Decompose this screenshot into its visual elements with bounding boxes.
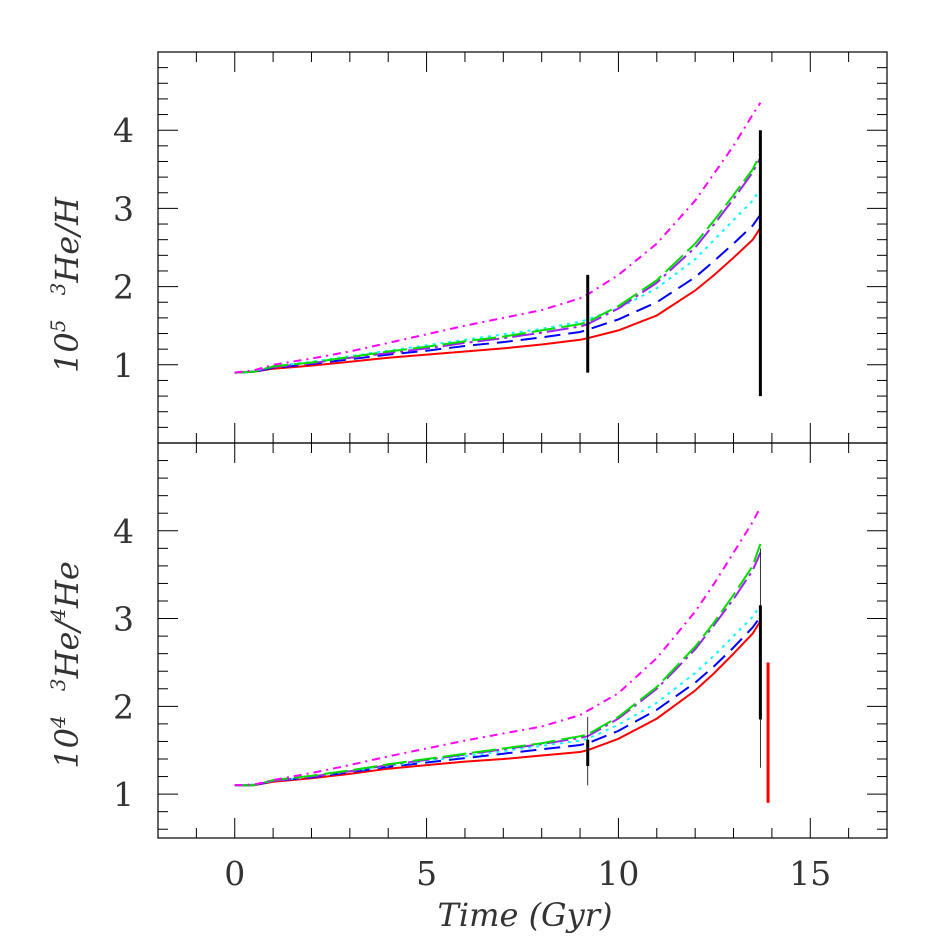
bottom-y-tick-label: 2	[113, 687, 134, 726]
top-series-magenta-dot-dash	[234, 102, 762, 374]
top-series-purple-long-dash-dot	[234, 157, 762, 374]
top-series-green-long-dash	[234, 153, 762, 374]
top-y-tick-label: 3	[113, 189, 134, 228]
top-plot-frame	[157, 51, 888, 444]
x-tick-label: 15	[789, 854, 831, 893]
bottom-y-tick-label: 3	[113, 600, 134, 639]
bottom-y-tick-label: 4	[113, 512, 134, 551]
bottom-series-magenta-dot-dash	[234, 506, 762, 787]
x-axis-title: Time (Gyr)	[438, 896, 613, 934]
x-tick-label: 10	[597, 854, 639, 893]
bottom-y-axis-title: 104 3He/4He	[46, 561, 86, 769]
bottom-series-red-solid	[234, 620, 762, 787]
top-y-axis-title: 105 3He/H	[46, 196, 86, 373]
bottom-series-purple-long-dash-dot	[234, 552, 762, 787]
x-axis: 0 5 10 15	[224, 854, 831, 893]
bottom-plot-frame	[157, 442, 888, 839]
bottom-series-green-long-dash	[234, 543, 762, 787]
bottom-panel: 1 2 3 4	[113, 442, 888, 839]
x-tick-label: 5	[416, 854, 437, 893]
bottom-series-cyan-dotted	[234, 604, 762, 787]
top-panel: 1 2 3 4	[113, 51, 888, 444]
top-y-tick-label: 2	[113, 268, 134, 307]
top-series-red-solid	[234, 227, 762, 374]
x-tick-label: 0	[224, 854, 245, 893]
top-y-tick-label: 4	[113, 111, 134, 150]
top-y-tick-label: 1	[113, 346, 134, 385]
bottom-y-tick-label: 1	[113, 775, 134, 814]
